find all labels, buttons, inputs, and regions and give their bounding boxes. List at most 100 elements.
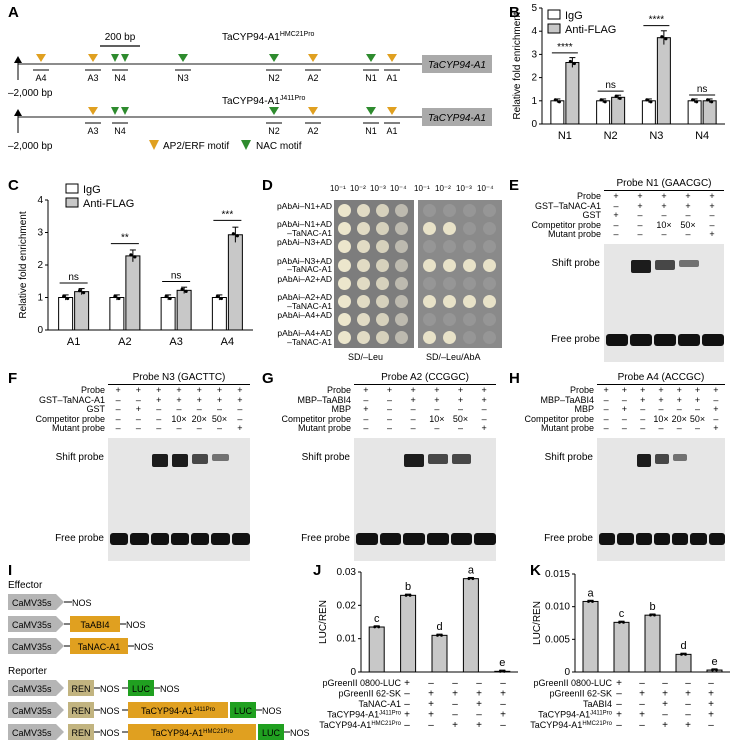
emsa-cell: – — [237, 413, 243, 424]
significance-letter: b — [405, 581, 411, 593]
construct-diagram: Effector CaMV35s NOS CaMV35s TaABI4 NOS CaMV3… — [8, 580, 310, 740]
emsa-cell: + — [135, 404, 142, 414]
free-probe-band — [606, 333, 628, 346]
data-point — [645, 98, 649, 102]
bar — [211, 297, 227, 331]
bar — [613, 621, 630, 673]
significance-letter: b — [649, 601, 655, 613]
free-probe-band — [170, 532, 190, 545]
table-cell: – — [428, 720, 434, 731]
ap2-motif-icon — [387, 107, 397, 115]
table-cell: + — [685, 720, 691, 731]
shift-band — [631, 259, 651, 273]
probe-title: Probe A2 (CCGGC) — [354, 372, 496, 385]
construct-box — [128, 680, 154, 696]
construct-box — [68, 702, 94, 718]
panel-label-b: B — [509, 4, 520, 21]
nac-motif-icon — [121, 107, 129, 115]
panel-label-a: A — [8, 4, 19, 21]
data-point — [502, 669, 506, 673]
yeast-colony — [357, 258, 370, 272]
table-row-label: pGreenII 0800-LUC — [533, 678, 612, 688]
bar — [565, 62, 580, 125]
svg-text:–2,000 bp: –2,000 bp — [8, 141, 53, 152]
dilution-label: 10⁻¹ — [414, 184, 430, 193]
table-row-label: TaCYP94-A1J411Pro — [538, 710, 613, 720]
site-label-n1: N1 — [365, 73, 377, 83]
table-row-label: pGreenII 0800-LUC — [322, 678, 401, 688]
data-point — [498, 669, 502, 673]
yeast-colony — [376, 313, 389, 327]
emsa-cell: + — [135, 385, 142, 395]
yeast-colony — [483, 313, 496, 327]
svg-text:NOS: NOS — [100, 706, 120, 716]
y-tick-label: 0.03 — [337, 567, 357, 578]
data-point — [404, 593, 408, 597]
emsa-cell: – — [676, 423, 682, 433]
site-label-a1: A1 — [386, 73, 397, 83]
svg-text:TaCYP94-A1: TaCYP94-A1 — [428, 113, 486, 124]
data-point — [467, 577, 471, 581]
emsa-cell: – — [661, 229, 667, 239]
panel-label-h: H — [509, 370, 520, 387]
emsa-cell: – — [135, 423, 141, 433]
emsa-cell: + — [694, 385, 701, 395]
svg-text:TaNAC-A1: TaNAC-A1 — [78, 642, 121, 652]
free-probe-band — [672, 532, 689, 545]
data-point — [591, 600, 594, 603]
panel-label-i: I — [8, 562, 13, 579]
emsa-cell: – — [434, 423, 440, 433]
yeast-colony — [463, 222, 476, 236]
yeast-colony — [395, 222, 408, 236]
shift-band — [655, 259, 675, 270]
emsa-cell: – — [685, 229, 691, 239]
emsa-cell: – — [603, 394, 609, 405]
chart-k: 0 0.005 0.010 0.015 LUC/REN a c b d e pGreenII 080… — [530, 569, 730, 731]
svg-text:CaMV35s: CaMV35s — [12, 728, 52, 738]
yeast-colony — [376, 222, 389, 236]
promoter-arrow-icon — [8, 724, 64, 740]
emsa-cell: – — [386, 423, 392, 433]
significance-label: **** — [557, 42, 573, 53]
dilution-label: 10⁻² — [435, 184, 451, 193]
scale-bar-label: 200 bp — [105, 32, 136, 43]
emsa-cell: + — [621, 404, 628, 414]
table-cell: + — [500, 710, 506, 721]
emsa-row-label: GST — [86, 404, 105, 414]
data-point — [164, 294, 168, 299]
yeast-colony — [483, 295, 496, 308]
free-probe-band — [231, 532, 250, 545]
shift-band — [212, 453, 229, 461]
yeast-colony — [357, 331, 370, 345]
table-cell: + — [476, 689, 482, 700]
nac-legend-icon — [241, 140, 251, 150]
emsa-cell: – — [603, 404, 609, 414]
legend-swatch — [65, 183, 79, 194]
free-probe-label: Free probe — [301, 532, 350, 544]
emsa-row-label: GST–TaNAC-A1 — [38, 394, 105, 405]
emsa-cell: 50× — [211, 413, 228, 424]
data-point — [622, 620, 625, 624]
emsa-cell: + — [640, 394, 646, 405]
emsa-cell: – — [115, 423, 121, 433]
svg-text:CaMV35s: CaMV35s — [12, 684, 52, 694]
y-axis-label: LUC/REN — [532, 601, 543, 645]
y-tick-label: 2 — [531, 73, 537, 84]
legend-swatch — [65, 197, 79, 208]
table-cell: + — [428, 689, 434, 700]
legend-label: IgG — [83, 184, 101, 196]
emsa-cell: – — [196, 404, 202, 414]
emsa-cell: – — [621, 413, 627, 424]
x-tick-label: N1 — [558, 130, 572, 142]
emsa-row-label: Mutant probe — [540, 423, 594, 433]
emsa-cell: + — [658, 394, 664, 405]
gel-image — [354, 437, 496, 561]
table-cell: – — [476, 710, 482, 721]
emsa-cell: 20× — [671, 413, 687, 424]
yeast-colony — [338, 240, 351, 254]
table-row-label: TaCYP94-A1J411Pro — [327, 710, 402, 720]
significance-letter: d — [436, 621, 442, 633]
yeast-colony — [443, 240, 456, 254]
svg-text:TaCYP94-A1HMC21Pro: TaCYP94-A1HMC21Pro — [151, 728, 233, 738]
table-row-label: pGreenII 62-SK — [549, 689, 612, 699]
